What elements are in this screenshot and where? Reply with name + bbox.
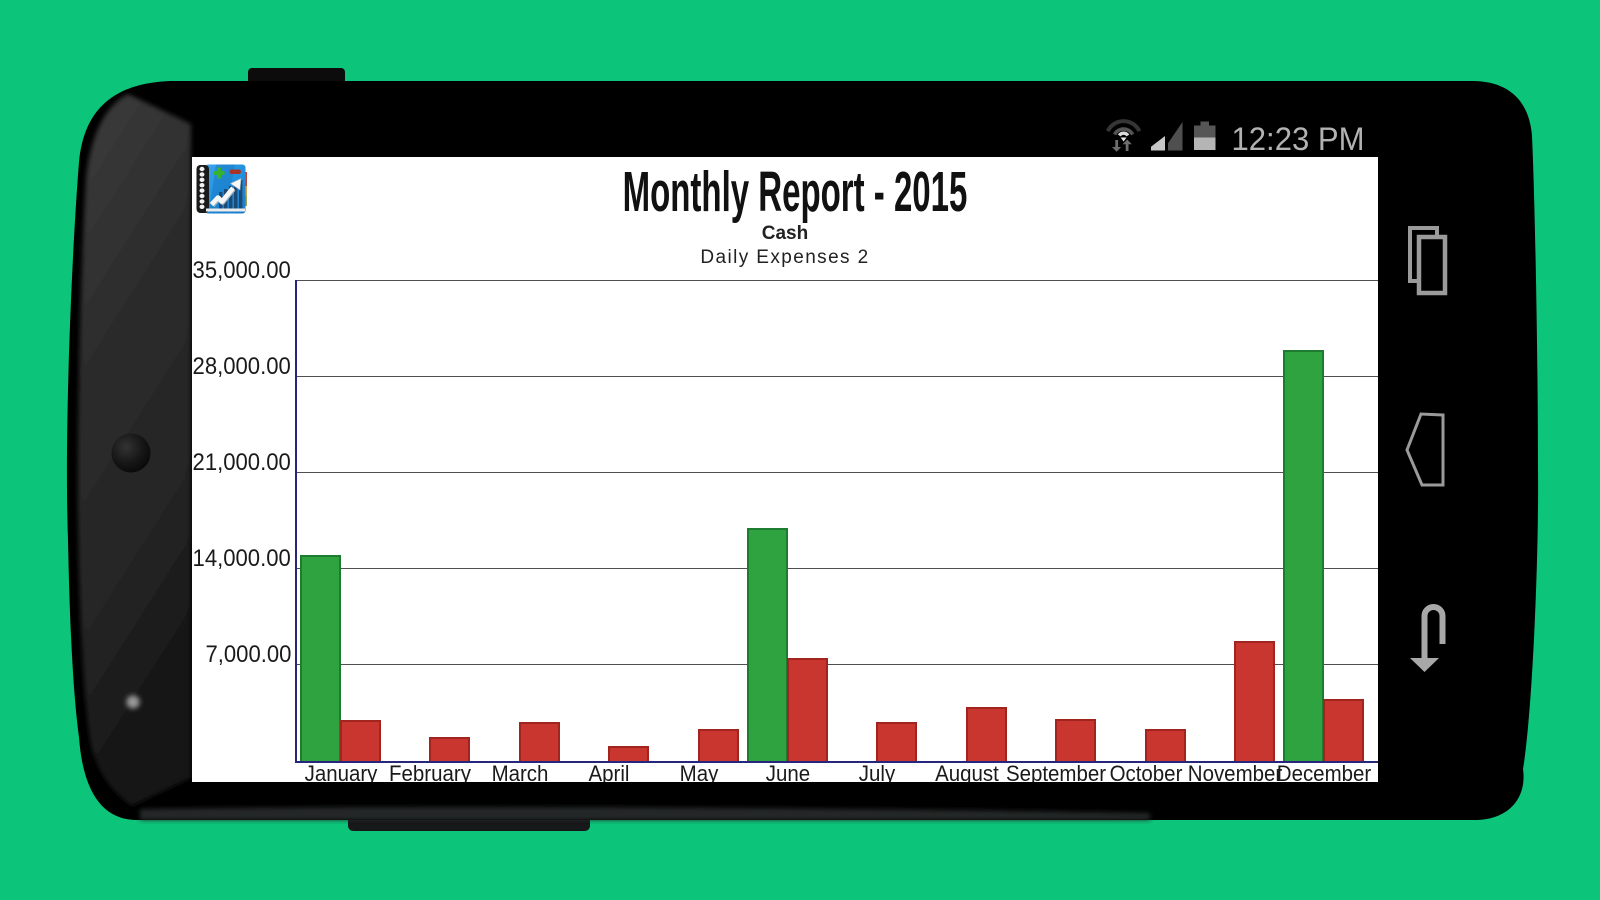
svg-text:12:23 PM: 12:23 PM [1232, 121, 1365, 157]
